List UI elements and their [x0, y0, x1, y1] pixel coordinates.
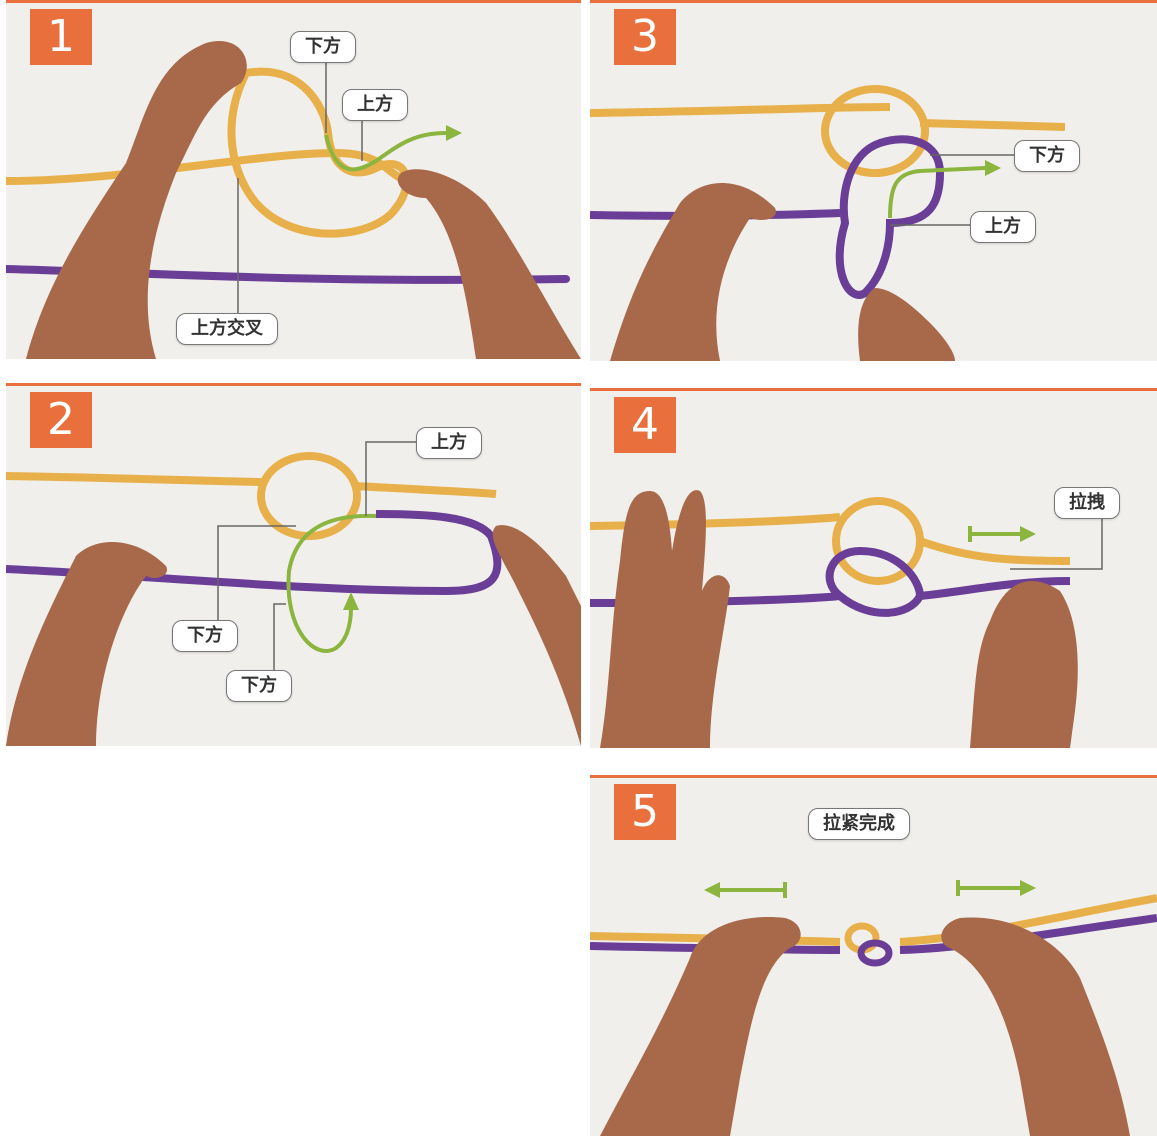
label-over: 上方 [416, 427, 482, 459]
left-hand [26, 41, 247, 359]
label-done: 拉紧完成 [808, 808, 910, 840]
step-number: 2 [30, 392, 92, 448]
bottom-hand [858, 288, 955, 361]
left-hand [610, 183, 776, 361]
step-1-panel: 1 下方 上方 上方交叉 [6, 0, 581, 359]
step-2-illustration [6, 441, 581, 746]
label-under: 下方 [290, 31, 356, 63]
step-2-panel: 2 上方 下方 下方 [6, 383, 581, 746]
label-under-a: 下方 [172, 620, 238, 652]
left-hand [6, 542, 167, 746]
step-4-illustration [590, 490, 1103, 748]
step-5-panel: 5 拉紧完成 [590, 775, 1157, 1136]
label-under: 下方 [1014, 140, 1080, 172]
step-number: 1 [30, 9, 92, 65]
right-hand [970, 581, 1078, 748]
step-number: 5 [614, 784, 676, 840]
step-4-panel: 4 拉拽 [590, 388, 1157, 748]
step-5-illustration [590, 880, 1157, 1136]
step-1-illustration [6, 41, 581, 359]
label-under-b: 下方 [226, 670, 292, 702]
left-hand [600, 490, 730, 748]
right-hand [397, 169, 581, 359]
label-over: 上方 [970, 211, 1036, 243]
label-over: 上方 [342, 89, 408, 121]
label-pull: 拉拽 [1054, 487, 1120, 519]
step-number: 4 [614, 397, 676, 453]
right-hand [941, 917, 1130, 1136]
right-hand [492, 525, 581, 746]
step-3-illustration [590, 85, 1066, 361]
step-number: 3 [614, 9, 676, 65]
left-hand [600, 917, 801, 1136]
label-cross-over: 上方交叉 [176, 313, 278, 345]
step-3-panel: 3 下方 上方 [590, 0, 1157, 361]
